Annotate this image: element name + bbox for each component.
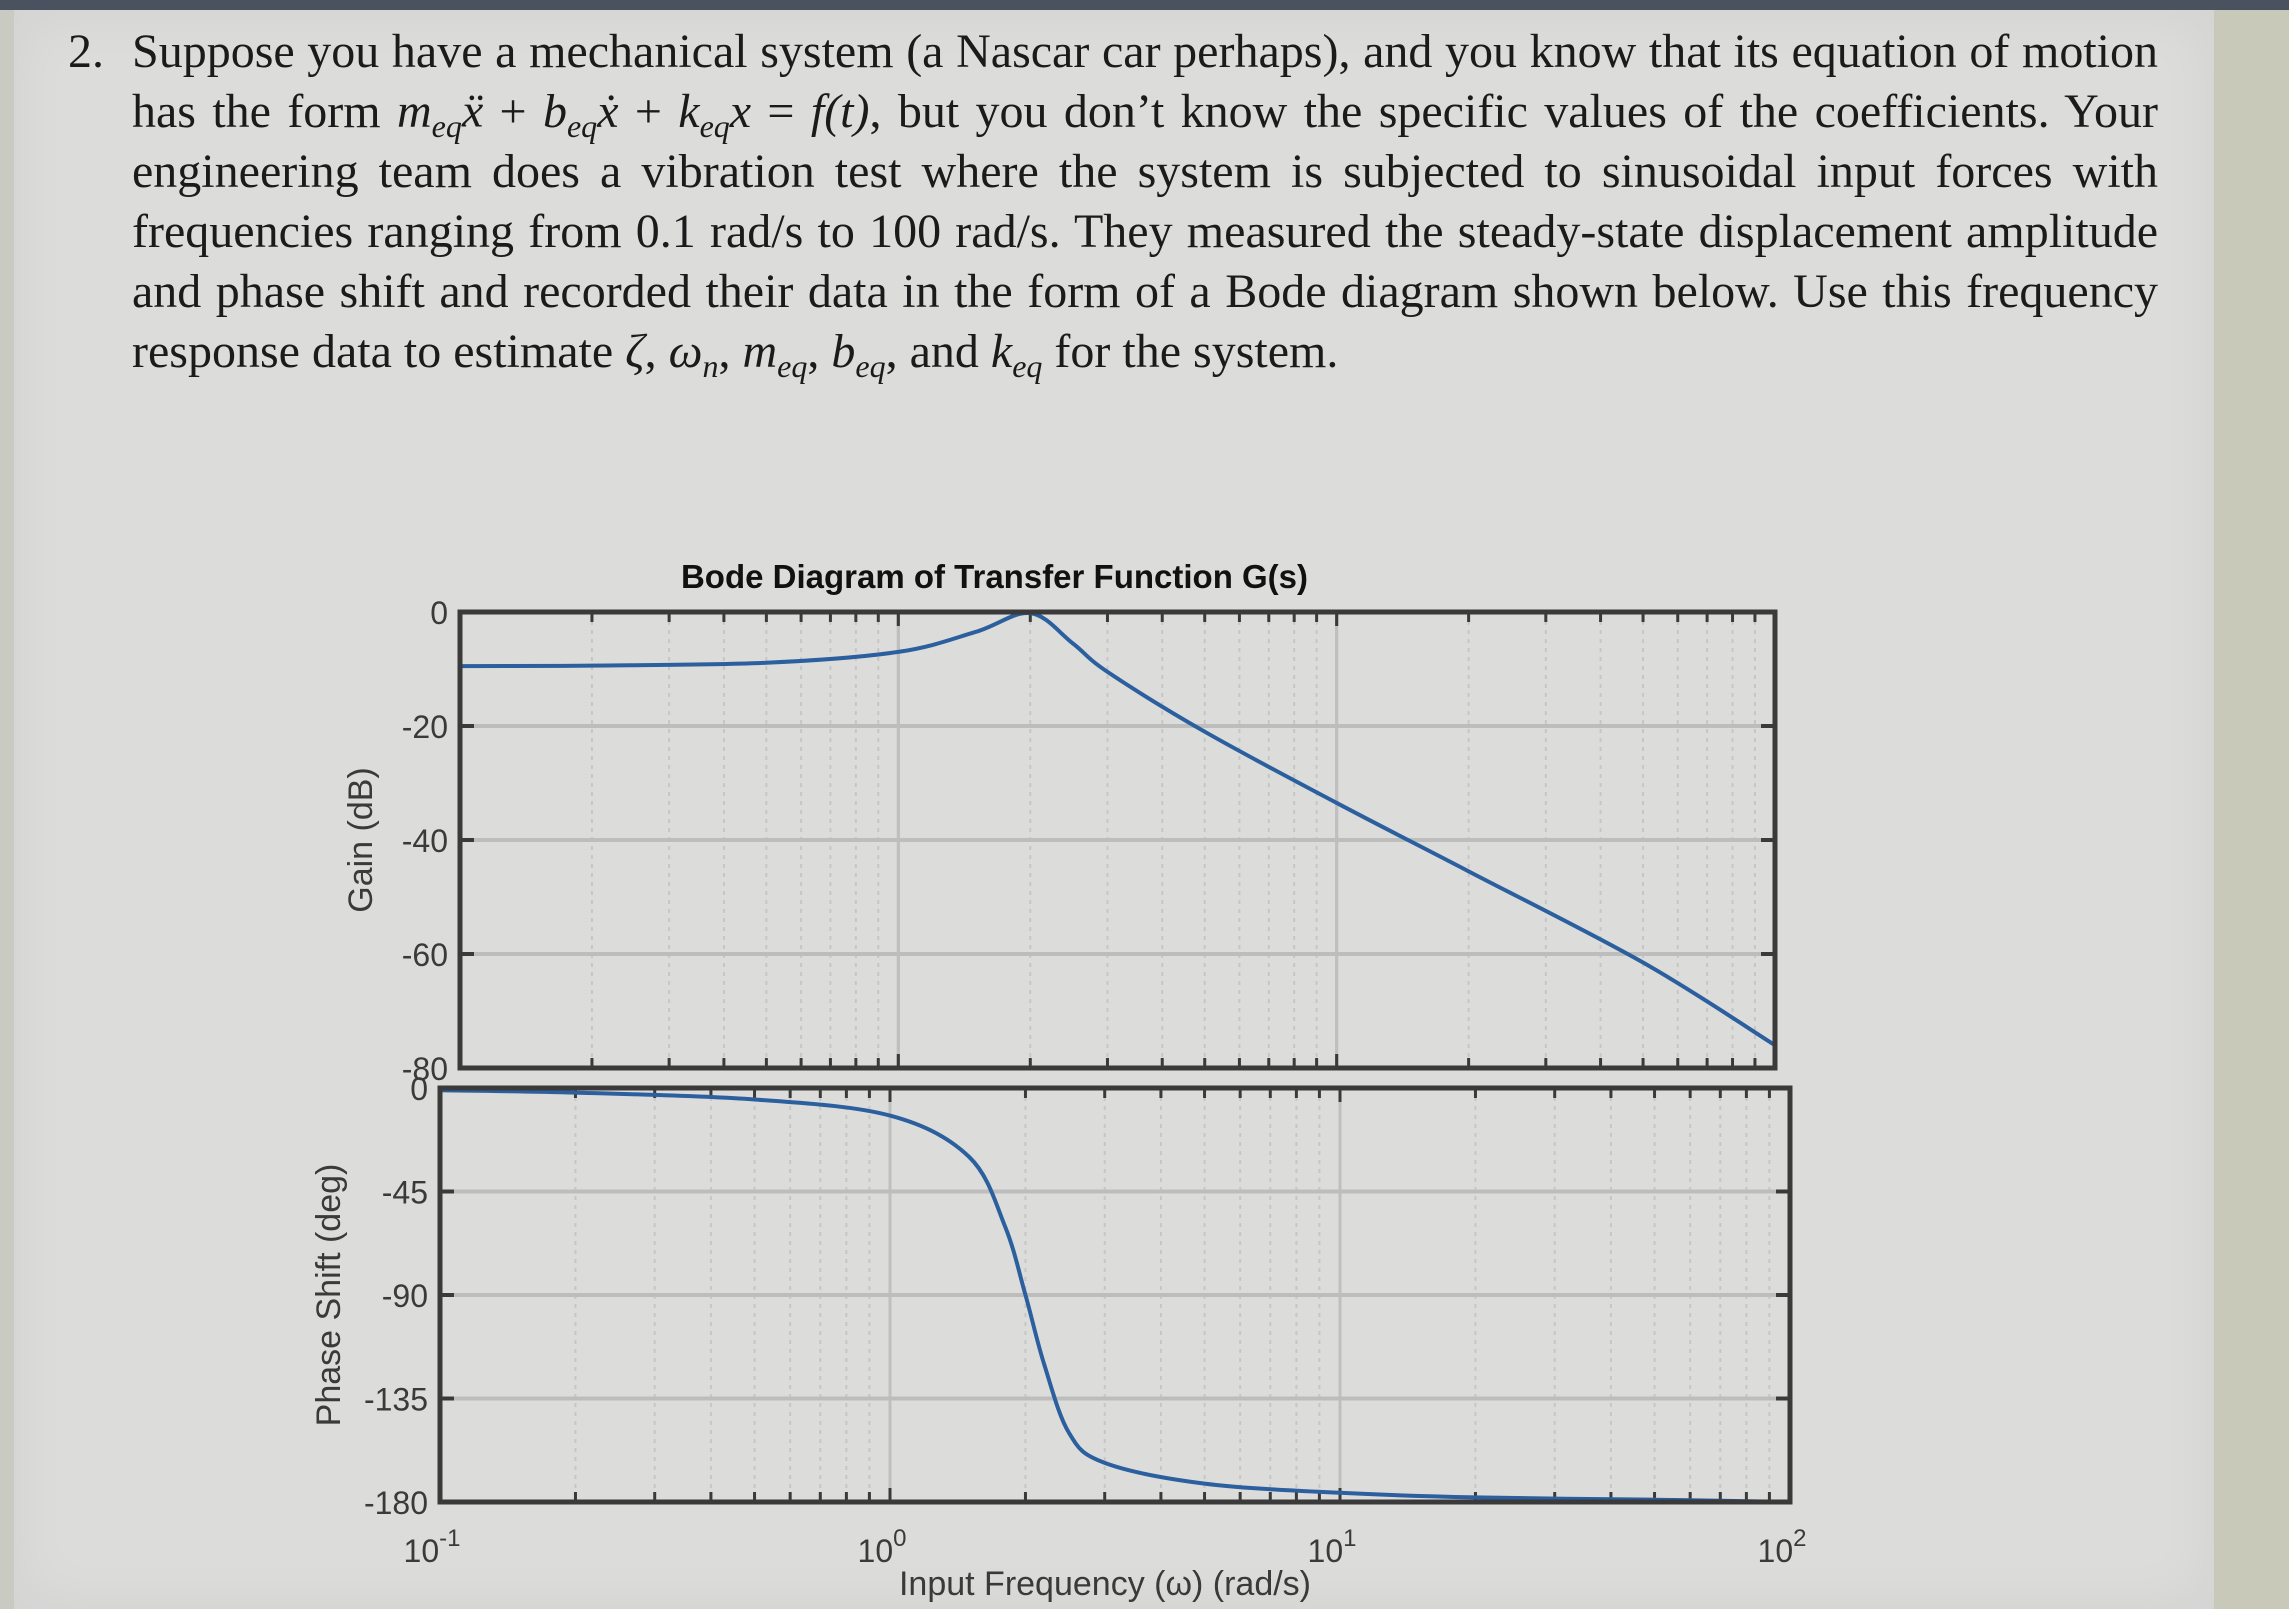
symbol-omega: ω [668,325,703,378]
gain-tick-label: -80 [402,1051,448,1087]
problem-text: Suppose you have a mechanical system (a … [132,25,2158,138]
eq-forcing: f(t) [810,85,870,138]
problem-text: , but you don’t know the specific values… [132,85,2159,378]
problem-statement: 2. Suppose you have a mechanical system … [68,22,2158,382]
eq-subscript: eq [777,348,808,384]
gain-gridlines [458,610,1777,1070]
phase-tick-label: -45 [382,1175,428,1211]
chart-title: Bode Diagram of Transfer Function G(s) [0,558,2289,596]
eq-equals: = [751,85,811,138]
eq-mass: m [396,85,432,138]
page-right-margin [2214,10,2289,1609]
phase-axes-box [437,1085,1793,1505]
eq-subscript: eq [1012,348,1043,384]
phase-gridlines [438,1086,1792,1504]
eq-plus: + [483,85,543,138]
comma: , [718,325,743,378]
gain-tick-label: -60 [402,937,448,973]
phase-tick-label: -90 [382,1278,428,1314]
comma: , [807,325,832,378]
omega-subscript: n [702,348,719,384]
gain-tick-label: -40 [402,823,448,859]
gain-y-tick-labels: 0 -20 -40 -60 -80 [402,595,448,1087]
eq-stiffness: k [678,85,700,138]
problem-number: 2. [68,25,104,78]
symbol-b: b [831,325,856,378]
x-tick-labels: 10-1 100 101 102 [404,1525,1807,1569]
eq-x: x [729,85,752,138]
eq-subscript: eq [566,108,598,144]
eq-subscript: eq [855,348,886,384]
phase-tick-label: -180 [364,1485,428,1521]
eq-plus: + [618,85,679,138]
gain-axis-label: Gain (dB) [342,767,380,913]
symbol-zeta: ζ [625,325,645,378]
eq-subscript: eq [699,108,730,144]
x-axis-label: Input Frequency (ω) (rad/s) [899,1565,1311,1603]
document-page [14,10,2214,1609]
eq-subscript: eq [431,108,462,144]
problem-text: for the system. [1042,325,1339,378]
chart-title-text: Bode Diagram of Transfer Function G(s) [680,558,1309,595]
x-tick-label: 100 [858,1525,907,1569]
x-tick-label: 10-1 [404,1525,461,1569]
gain-tick-label: 0 [430,595,448,631]
and-text: , and [885,325,991,378]
phase-curve [439,1088,1791,1504]
x-tick-label: 101 [1308,1525,1357,1569]
symbol-k: k [990,325,1013,378]
gain-curve [459,611,1777,1047]
top-edge [0,0,2289,10]
eq-xddot: ẍ [461,85,484,138]
phase-tick-label: -135 [364,1382,428,1418]
symbol-m: m [742,325,778,378]
gain-axes-box [457,609,1778,1071]
eq-xdot: ẋ [597,85,619,138]
comma: , [644,325,669,378]
eq-damping: b [542,85,567,138]
x-tick-label: 102 [1758,1525,1807,1569]
phase-y-tick-labels: 0 -45 -90 -135 -180 [364,1071,428,1521]
gain-tick-label: -20 [402,709,448,745]
problem-body: Suppose you have a mechanical system (a … [132,22,2158,382]
phase-axis-label: Phase Shift (deg) [310,1164,348,1427]
phase-tick-label: 0 [410,1071,428,1107]
